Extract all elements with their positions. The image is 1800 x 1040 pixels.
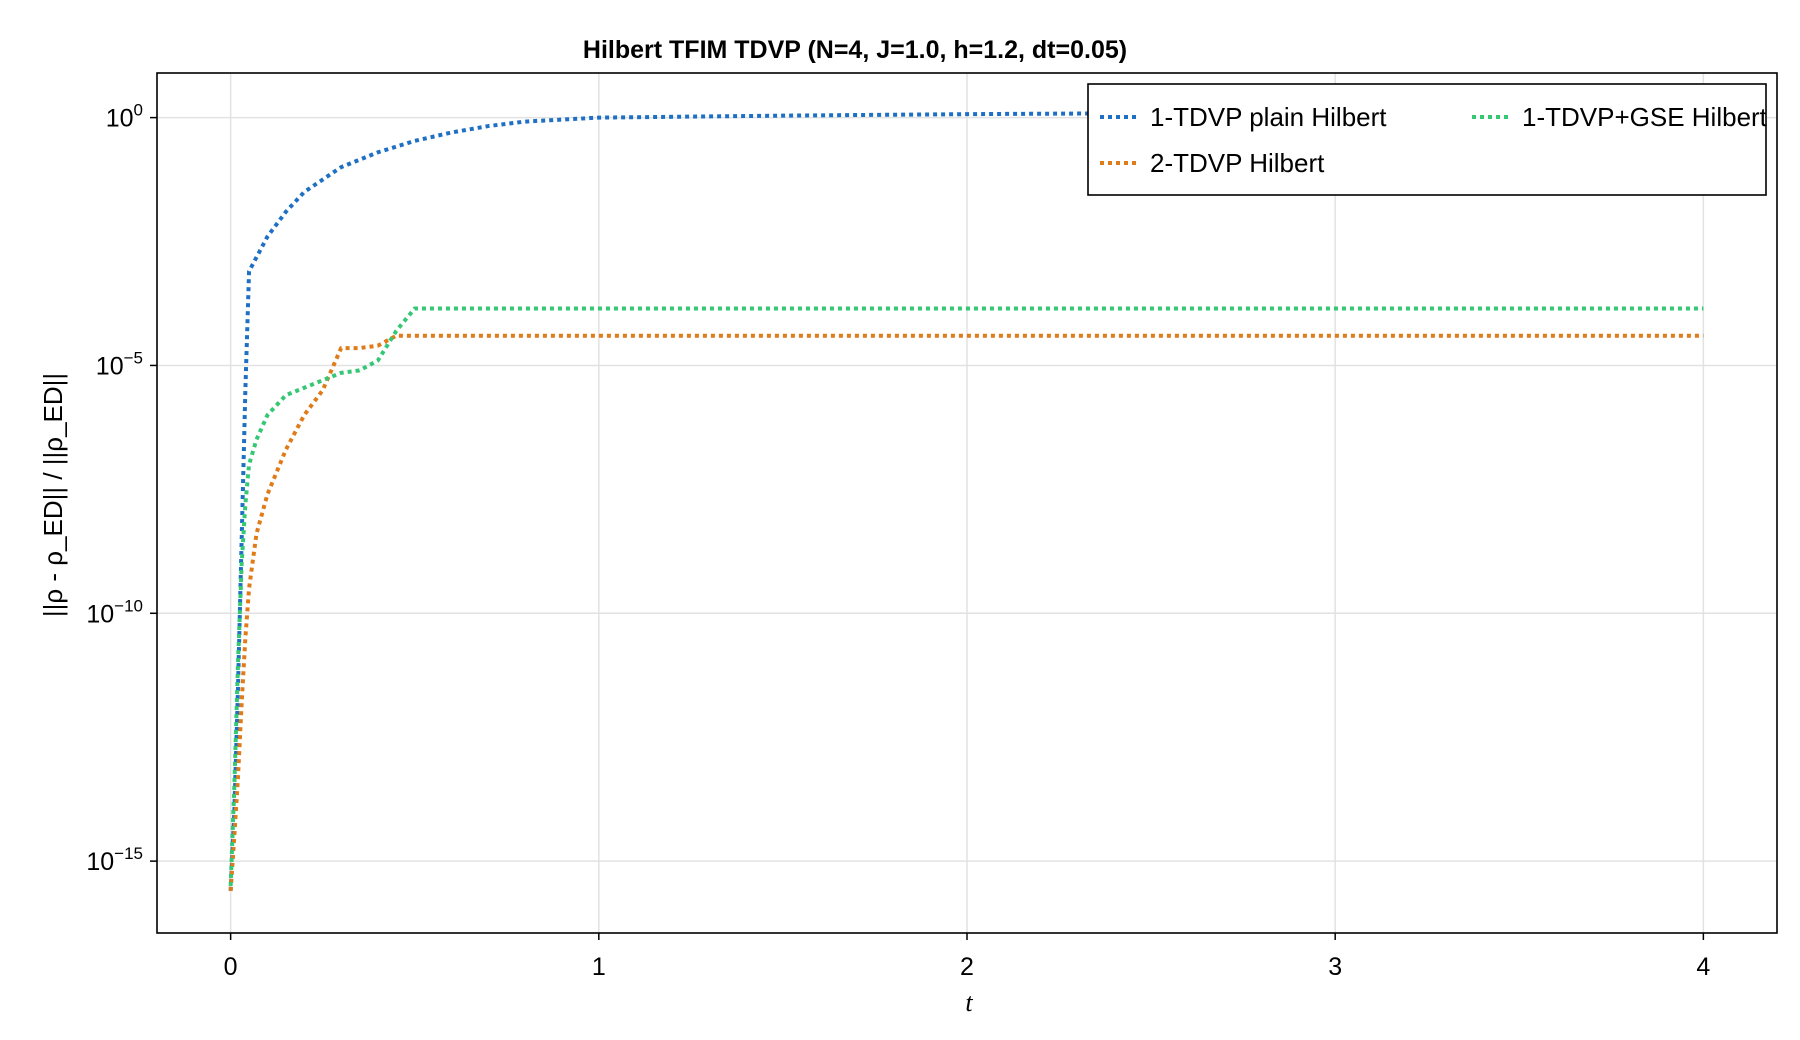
series-line-1 (228, 333, 1704, 892)
legend: 1-TDVP plain Hilbert 2-TDVP Hilbert 1-TDVP… (1087, 83, 1768, 196)
legend-label-2: 1-TDVP+GSE Hilbert (1522, 102, 1768, 132)
series-line-2 (228, 306, 1704, 886)
legend-label-0: 1-TDVP plain Hilbert (1150, 102, 1387, 132)
x-tick-label-4: 4 (1696, 953, 1710, 981)
x-tick-label-2: 2 (960, 953, 974, 981)
x-tick-label-0: 0 (224, 953, 238, 981)
chart-title: Hilbert TFIM TDVP (N=4, J=1.0, h=1.2, dt… (583, 36, 1127, 64)
axis-ticks: 0 1 2 3 4 100 10−5 10−10 10−15 (86, 101, 1710, 981)
grid-lines (157, 73, 1777, 933)
x-axis-label: t (965, 988, 973, 1017)
series-line-0 (228, 109, 1704, 891)
y-tick-label-2: 10−10 (86, 596, 143, 628)
y-tick-label-1: 10−5 (96, 348, 143, 380)
legend-label-1: 2-TDVP Hilbert (1150, 148, 1325, 178)
x-tick-label-3: 3 (1328, 953, 1342, 981)
legend-box (1087, 83, 1767, 196)
y-tick-label-0: 100 (106, 101, 143, 133)
y-axis-label: ||ρ - ρ_ED|| / ||ρ_ED|| (38, 373, 68, 617)
series-layer (228, 109, 1704, 892)
x-tick-label-1: 1 (592, 953, 606, 981)
y-tick-label-3: 10−15 (86, 844, 143, 876)
